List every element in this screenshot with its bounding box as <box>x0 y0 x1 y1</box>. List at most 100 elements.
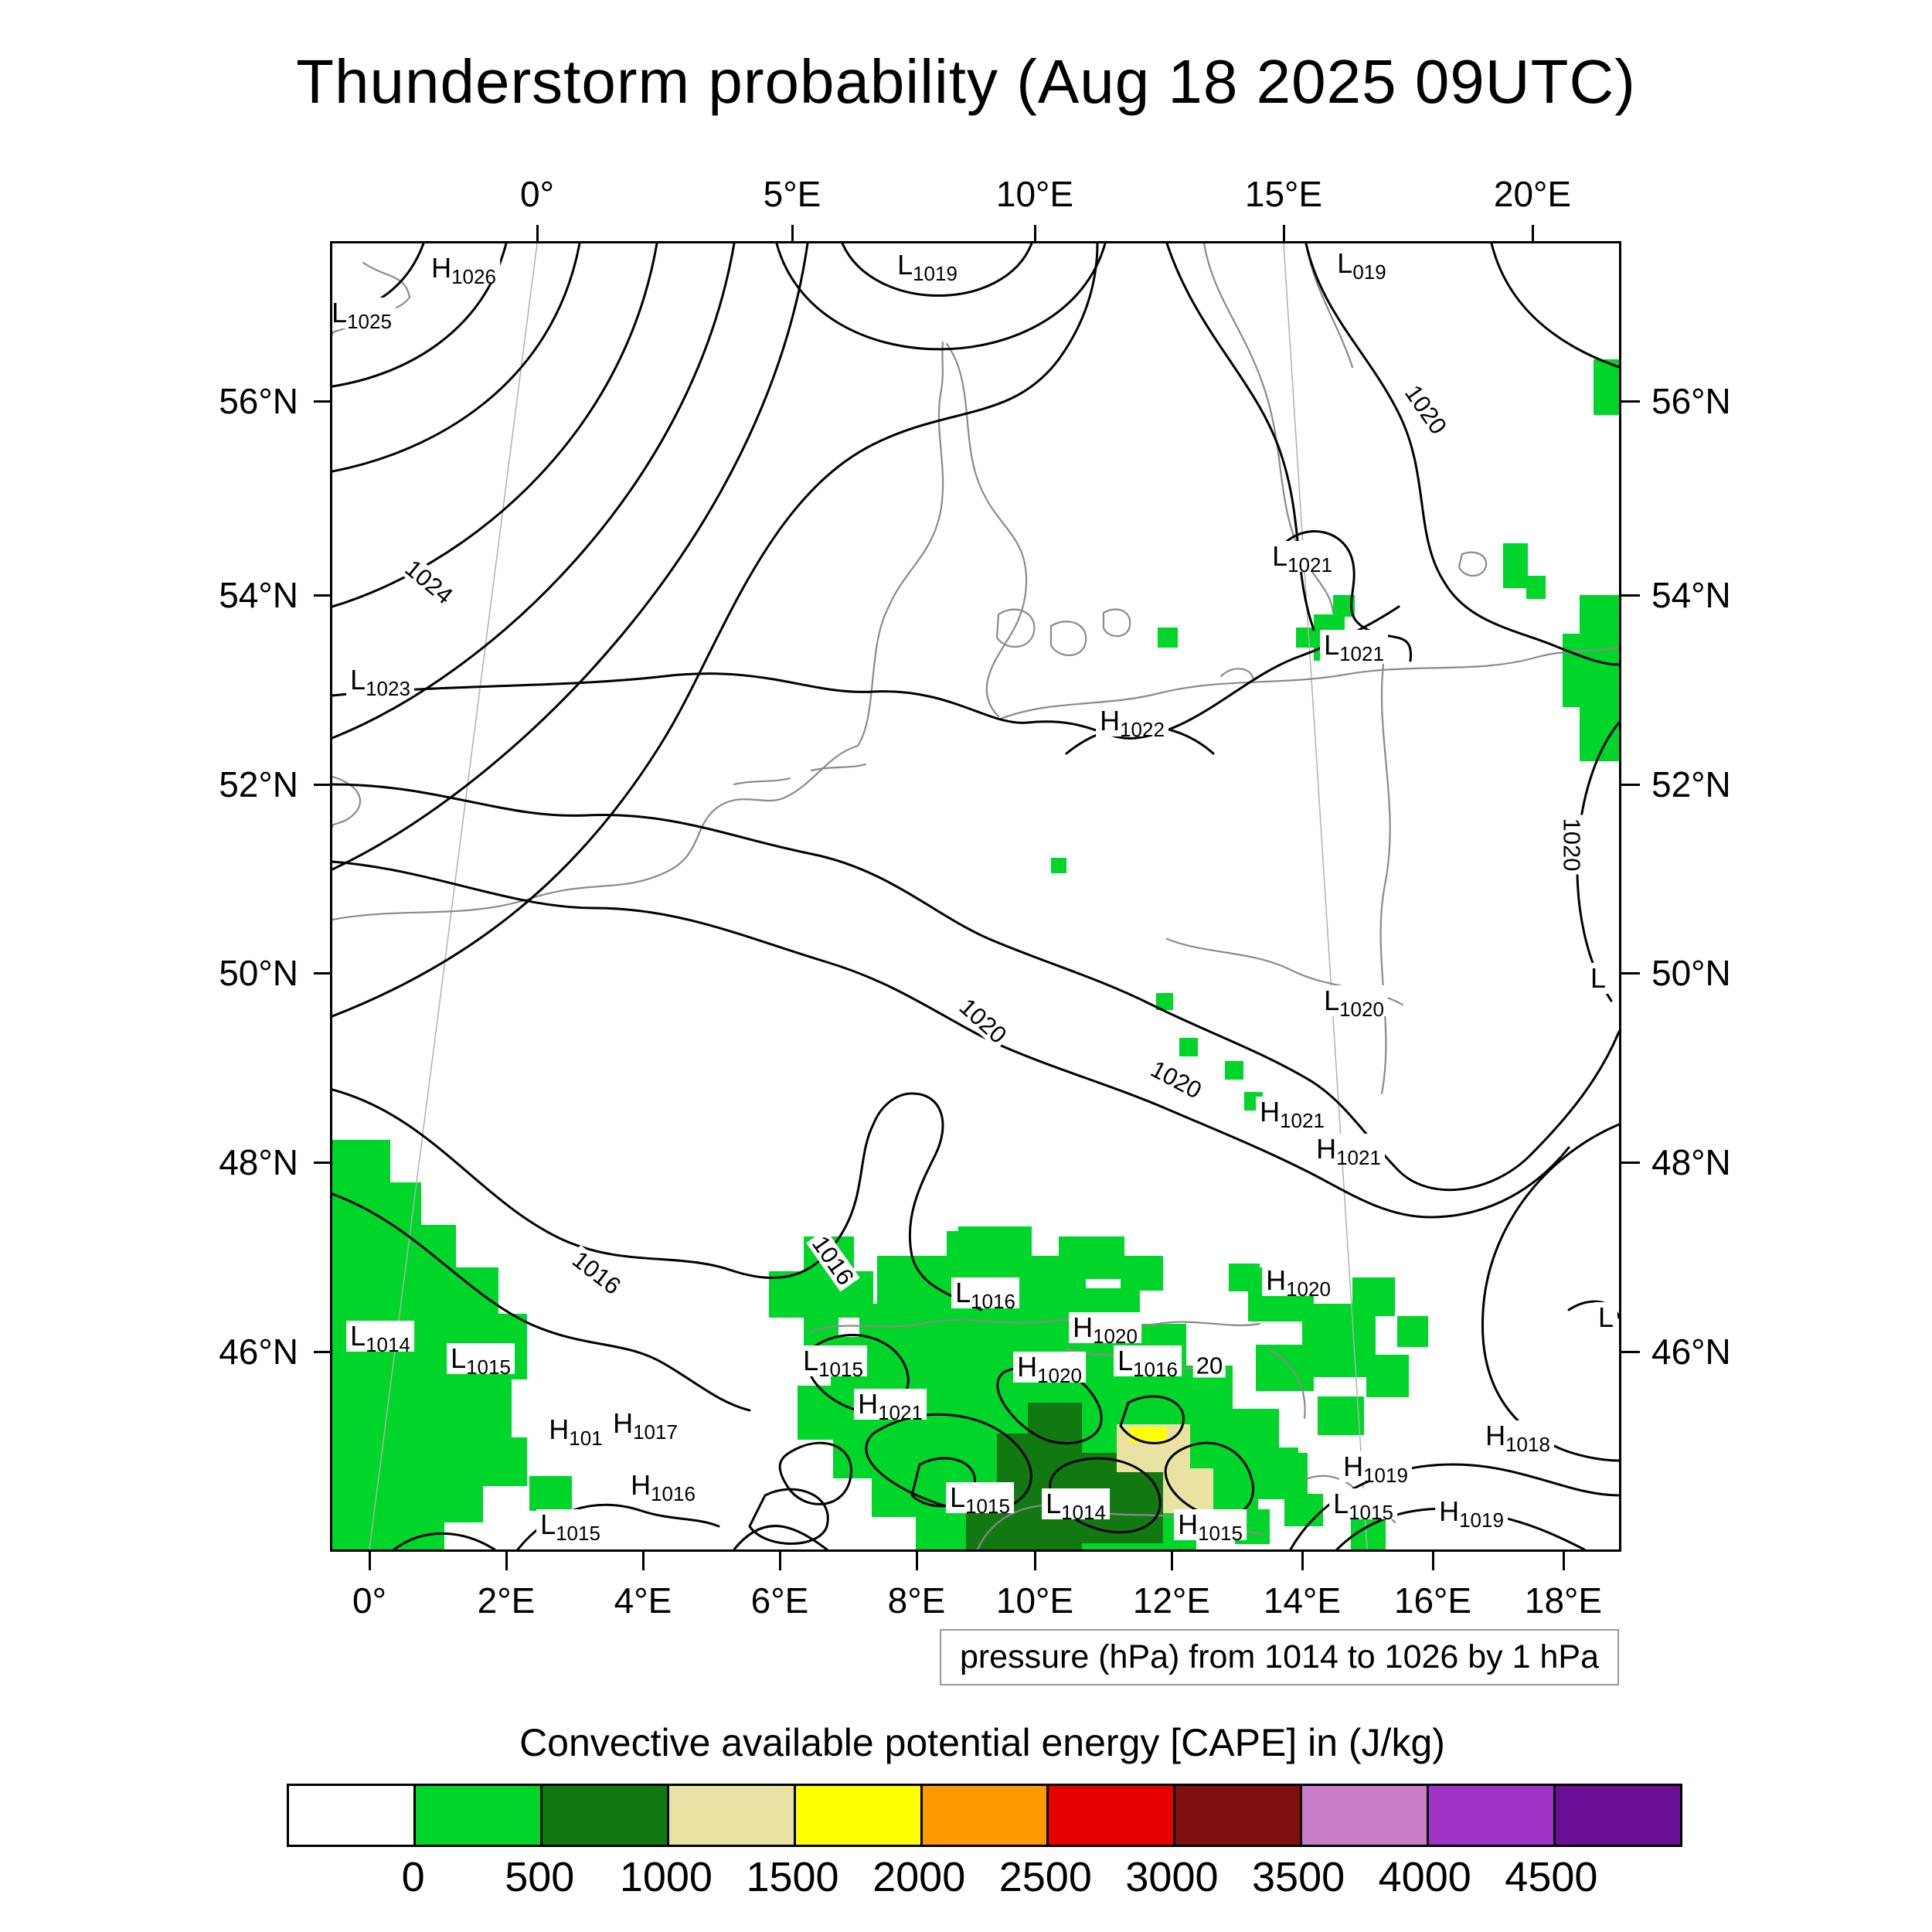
axis-label-left: 56°N <box>219 381 298 421</box>
axis-tick-top <box>791 225 794 243</box>
pressure-center-letter: H <box>1073 1311 1094 1343</box>
pressure-center-letter: H <box>1439 1495 1460 1527</box>
pressure-center-value: 1015 <box>556 1522 600 1545</box>
isobar-contour <box>393 1532 496 1549</box>
pressure-label: L1015 <box>1329 1488 1397 1522</box>
colorbar-tick-label: 1000 <box>619 1854 713 1900</box>
axis-label-bottom: 10°E <box>995 1580 1074 1621</box>
axis-tick-left <box>314 1350 332 1353</box>
isobar-contour <box>1119 1395 1185 1444</box>
pressure-center-value: 1023 <box>366 677 410 700</box>
pressure-center-value: 1021 <box>1287 553 1332 577</box>
pressure-center-letter: L <box>1324 629 1340 661</box>
pressure-center-letter: L <box>1117 1345 1134 1376</box>
isobar-contour <box>775 243 1107 351</box>
axis-label-bottom: 16°E <box>1393 1580 1472 1621</box>
pressure-label: H1019 <box>1339 1451 1412 1485</box>
colorbar-cell <box>668 1786 796 1845</box>
axis-label-bottom: 8°E <box>887 1580 946 1621</box>
pressure-label: H1021 <box>854 1389 927 1423</box>
pressure-center-value: 101 <box>569 1427 603 1450</box>
coastline <box>999 645 1619 720</box>
axis-tick-right <box>1621 783 1640 786</box>
isobar-contour <box>332 605 1400 740</box>
pressure-center-letter: L <box>540 1509 556 1540</box>
pressure-label: L019 <box>1333 248 1390 282</box>
cape-patch <box>1059 1236 1124 1279</box>
pressure-label: H1021 <box>1256 1097 1328 1131</box>
pressure-center-value: 1021 <box>1339 642 1384 665</box>
pressure-center-value: 1021 <box>1280 1109 1325 1132</box>
axis-label-bottom: 12°E <box>1132 1580 1211 1621</box>
pressure-center-letter: L <box>1597 1301 1614 1333</box>
contour-inline-label: 1020 <box>953 992 1013 1050</box>
pressure-label: L1021 <box>1268 541 1336 575</box>
pressure-center-letter: L <box>1333 1488 1349 1519</box>
pressure-center-value: 1019 <box>1363 1464 1408 1487</box>
colorbar-cell <box>542 1786 669 1845</box>
colorbar-tick-label: 4000 <box>1378 1854 1471 1900</box>
pressure-center-value: 1019 <box>913 262 957 285</box>
pressure-label: L1015 <box>536 1509 604 1543</box>
pressure-center-letter: H <box>1017 1351 1038 1383</box>
cape-patch <box>1366 1355 1409 1397</box>
cape-colorbar <box>287 1784 1682 1847</box>
cape-patch <box>1130 1427 1167 1443</box>
pressure-center-letter: L <box>803 1345 819 1376</box>
pressure-center-letter: H <box>1266 1264 1287 1296</box>
pressure-label: L1025 <box>332 298 396 332</box>
axis-tick-left <box>314 594 332 597</box>
axis-tick-bottom <box>778 1552 781 1570</box>
cape-patch <box>1012 1262 1059 1291</box>
colorbar-tick-label: 2500 <box>998 1854 1092 1900</box>
axis-label-left: 52°N <box>219 764 298 804</box>
axis-label-bottom: 0° <box>352 1580 386 1621</box>
pressure-center-letter: L <box>950 1481 966 1513</box>
pressure-label: H1026 <box>427 253 500 287</box>
axis-label-top: 15°E <box>1244 174 1323 214</box>
colorbar-tick-label: 3000 <box>1125 1854 1219 1900</box>
pressure-center-value: 1018 <box>1505 1433 1550 1456</box>
isobar-contour <box>332 860 1570 1219</box>
pressure-center-letter: H <box>1343 1451 1364 1482</box>
axis-tick-left <box>314 971 332 975</box>
axis-tick-bottom <box>1033 1552 1036 1570</box>
colorbar-cell <box>922 1786 1049 1845</box>
axis-label-right: 56°N <box>1651 381 1731 421</box>
isobar-contour <box>1490 243 1619 369</box>
pressure-center-letter: L <box>451 1342 467 1374</box>
pressure-center-letter: H <box>613 1407 634 1439</box>
axis-label-right: 48°N <box>1651 1142 1731 1182</box>
pressure-label: L1023 <box>346 665 414 699</box>
isobar-contour <box>1165 243 1315 631</box>
colorbar-cell <box>1049 1786 1176 1845</box>
isobar-contour <box>332 243 658 608</box>
axis-label-top: 0° <box>520 174 554 214</box>
coastline <box>810 763 867 772</box>
axis-tick-right <box>1621 1350 1640 1353</box>
axis-tick-bottom <box>505 1552 508 1570</box>
pressure-label: L1016 <box>1114 1345 1182 1379</box>
pressure-center-letter: L <box>1590 962 1607 994</box>
pressure-label: L1014 <box>346 1321 414 1355</box>
pressure-center-value: 1020 <box>1093 1325 1138 1348</box>
isobar-contour <box>733 1525 828 1549</box>
axis-label-right: 46°N <box>1651 1332 1731 1372</box>
cape-patch <box>1121 1256 1163 1291</box>
pressure-label: H1022 <box>1096 706 1168 740</box>
cape-patch <box>1352 1277 1395 1316</box>
cape-patch <box>1051 858 1066 873</box>
contour-inline-label: 1016 <box>806 1229 860 1292</box>
pressure-center-value: 1015 <box>466 1355 511 1379</box>
cape-patch <box>1318 1396 1364 1435</box>
axis-label-right: 50°N <box>1651 953 1731 993</box>
pressure-label: H1019 <box>1435 1495 1508 1530</box>
contour-inline-label: 1020 <box>1144 1055 1209 1104</box>
axis-tick-top <box>536 225 539 243</box>
coastline <box>332 341 944 921</box>
cape-patch <box>1594 359 1619 415</box>
graticule-line <box>1283 243 1368 1549</box>
contour-inline-label: 1024 <box>398 553 460 611</box>
cape-legend-title: Convective available potential energy [C… <box>519 1721 1445 1764</box>
pressure-label: L1016 <box>951 1277 1019 1311</box>
